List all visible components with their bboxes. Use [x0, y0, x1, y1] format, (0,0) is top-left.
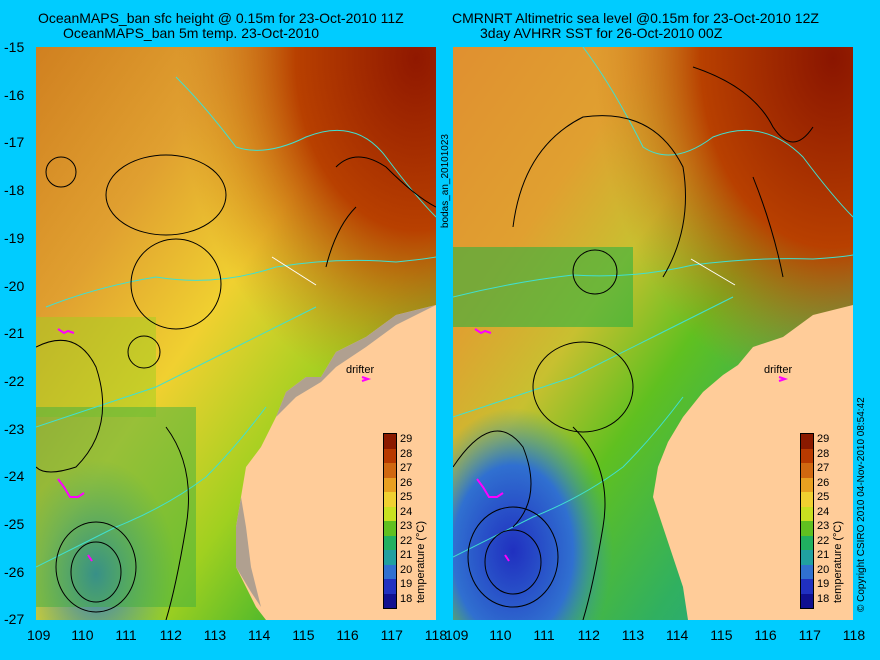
x-tick-label: 111: [533, 627, 555, 643]
colorbar-label: 22: [400, 534, 413, 547]
y-tick-label: -24: [4, 468, 25, 485]
y-tick-label: -25: [4, 516, 25, 532]
colorbar-swatch: [801, 521, 813, 536]
colorbar-label: 23: [817, 520, 830, 532]
colorbar-label: 25: [400, 491, 413, 503]
colorbar-label: 20: [400, 563, 413, 576]
colorbar-label: 21: [400, 549, 413, 561]
y-tick-label: -15: [4, 39, 25, 55]
colorbar-label: 19: [400, 578, 413, 590]
colorbar-swatch: [384, 564, 396, 579]
colorbar-swatch: [384, 434, 396, 449]
colorbar-swatch: [801, 593, 813, 608]
colorbar-swatch: [801, 550, 813, 565]
x-tick-label: 113: [621, 627, 645, 643]
colorbar-label: 28: [817, 447, 830, 460]
x-tick-label: 111: [115, 627, 137, 643]
x-tick-label: 118: [842, 627, 866, 643]
colorbar-swatch: [384, 579, 396, 594]
colorbar-label: 20: [817, 563, 830, 576]
colorbar-swatch: [384, 463, 396, 478]
x-tick-label: 118: [424, 627, 448, 643]
x-tick-label: 113: [203, 627, 227, 643]
colorbar-label: 27: [400, 462, 413, 474]
colorbar-label: 22: [817, 534, 830, 547]
x-tick-label: 110: [489, 627, 512, 643]
colorbar-swatch: [801, 463, 813, 478]
copyright-label: © Copyright CSIRO 2010 04-Nov-2010 08:54…: [856, 397, 867, 612]
y-tick-label: -22: [4, 372, 25, 389]
colorbar-swatch: [384, 535, 396, 550]
y-tick-label: -17: [4, 134, 25, 151]
colorbar-title: temperature (°C): [832, 520, 844, 603]
y-tick-label: -18: [4, 182, 25, 199]
colorbar-swatch: [384, 448, 396, 463]
colorbar-swatch: [801, 434, 813, 449]
drifter-label-left: drifter: [346, 364, 375, 376]
left-title-line2: OceanMAPS_ban 5m temp. 23-Oct-2010: [63, 25, 320, 41]
colorbar-label: 26: [817, 476, 830, 489]
colorbar-swatch: [384, 593, 396, 608]
colorbar-label: 18: [400, 592, 413, 605]
x-tick-label: 112: [159, 627, 182, 643]
colorbar-swatch: [384, 492, 396, 507]
colorbar-swatch: [384, 521, 396, 536]
colorbar-swatch: [801, 535, 813, 550]
colorbar-label: 21: [817, 549, 830, 561]
colorbar-title: temperature (°C): [415, 520, 427, 603]
y-tick-label: -23: [4, 420, 25, 437]
x-tick-label: 116: [336, 627, 359, 643]
left-title-line1: OceanMAPS_ban sfc height @ 0.15m for 23-…: [38, 10, 404, 26]
y-tick-label: -26: [4, 563, 25, 580]
right-title-line1: CMRNRT Altimetric sea level @0.15m for 2…: [452, 10, 819, 26]
colorbar-swatch: [801, 564, 813, 579]
x-tick-label: 117: [380, 627, 403, 643]
colorbar-label: 29: [817, 433, 830, 445]
right-map-panel: [453, 47, 853, 620]
colorbar-swatches: [800, 433, 814, 609]
colorbar-label: 23: [400, 520, 413, 532]
colorbar-label: 24: [817, 505, 830, 518]
y-tick-label: -19: [4, 229, 25, 246]
colorbar-swatch: [801, 477, 813, 492]
colorbar-swatch: [801, 506, 813, 521]
x-tick-label: 116: [754, 627, 777, 643]
colorbar-label: 27: [817, 462, 830, 474]
y-tick-label: -16: [4, 86, 25, 103]
y-tick-label: -21: [4, 325, 25, 342]
right-title-line2: 3day AVHRR SST for 26-Oct-2010 00Z: [480, 25, 723, 41]
drifter-label-right: drifter: [764, 364, 793, 376]
colorbar-swatch: [801, 448, 813, 463]
x-tick-label: 114: [248, 627, 271, 643]
left-map-image: [36, 47, 436, 620]
x-tick-label: 109: [27, 627, 51, 643]
x-tick-label: 112: [577, 627, 600, 643]
y-tick-label: -27: [4, 611, 25, 628]
x-tick-label: 117: [798, 627, 821, 643]
colorbar-label: 19: [817, 578, 830, 590]
x-tick-label: 114: [666, 627, 689, 643]
colorbar-swatch: [384, 550, 396, 565]
colorbar-swatch: [384, 477, 396, 492]
x-tick-label: 109: [445, 627, 469, 643]
colorbar-swatch: [801, 579, 813, 594]
left-map-panel: [36, 47, 436, 620]
x-tick-label: 115: [292, 627, 315, 643]
center-vertical-label: bodas_an_20101023: [440, 134, 451, 228]
colorbar-label: 29: [400, 433, 413, 445]
colorbar-label: 26: [400, 476, 413, 489]
colorbar-swatch: [384, 506, 396, 521]
x-tick-label: 115: [710, 627, 733, 643]
colorbar-label: 18: [817, 592, 830, 605]
colorbar-label: 28: [400, 447, 413, 460]
colorbar-label: 24: [400, 505, 413, 518]
colorbar-label: 25: [817, 491, 830, 503]
colorbar-swatch: [801, 492, 813, 507]
colorbar-swatches: [383, 433, 397, 609]
right-map-image: [453, 47, 853, 620]
y-tick-label: -20: [4, 277, 25, 294]
x-tick-label: 110: [71, 627, 94, 643]
